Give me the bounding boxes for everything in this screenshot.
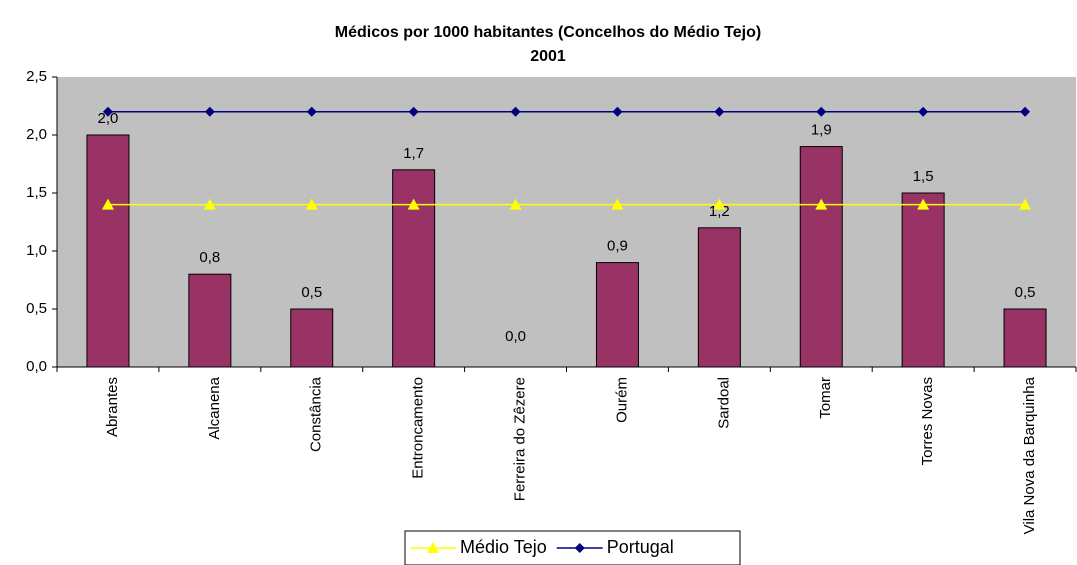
diamond-marker — [306, 106, 317, 117]
diamond-marker — [102, 106, 113, 117]
triangle-marker — [713, 198, 726, 210]
x-tick-label: Alcanena — [206, 376, 223, 439]
x-tick-label: Constância — [308, 376, 325, 452]
triangle-marker — [305, 198, 318, 210]
bar — [697, 227, 741, 368]
x-tick-label: Ferreira do Zêzere — [512, 377, 529, 501]
diamond-marker — [204, 106, 215, 117]
data-label: 0,9 — [607, 238, 628, 255]
triangle-marker — [1019, 198, 1032, 210]
diamond-marker — [1020, 106, 1031, 117]
triangle-marker — [611, 198, 624, 210]
bar — [1003, 308, 1047, 368]
bar — [595, 262, 639, 368]
chart-subtitle: 2001 — [530, 48, 566, 65]
triangle-marker — [815, 198, 828, 210]
bar — [799, 146, 843, 368]
triangle-marker — [917, 198, 930, 210]
diamond-marker — [408, 106, 419, 117]
data-label: 1,7 — [403, 145, 424, 162]
triangle-marker — [101, 198, 114, 210]
bar — [290, 308, 334, 368]
y-tick-label: 0,5 — [26, 300, 47, 317]
x-tick-label: Torres Novas — [919, 377, 936, 465]
data-label: 0,5 — [1015, 284, 1036, 301]
diamond-marker — [574, 543, 585, 553]
triangle-marker — [407, 198, 420, 210]
triangle-marker — [203, 198, 216, 210]
data-label: 2,0 — [98, 110, 119, 127]
y-tick-label: 2,5 — [26, 68, 47, 85]
y-tick-label: 0,0 — [26, 358, 47, 375]
y-tick-label: 2,0 — [26, 126, 47, 143]
data-label: 0,8 — [199, 249, 220, 266]
diamond-marker — [816, 106, 827, 117]
y-tick-label: 1,5 — [26, 184, 47, 201]
triangle-marker — [509, 198, 522, 210]
data-label: 0,0 — [505, 328, 526, 345]
data-label: 1,9 — [811, 122, 832, 139]
data-label: 0,5 — [301, 284, 322, 301]
data-label: 1,2 — [709, 203, 730, 220]
legend-label: Portugal — [607, 537, 674, 557]
diamond-marker — [714, 106, 725, 117]
diamond-marker — [612, 106, 623, 117]
bar — [901, 192, 945, 368]
x-tick-label: Abrantes — [104, 377, 121, 437]
x-tick-label: Entroncamento — [410, 377, 427, 479]
chart-title: Médicos por 1000 habitantes (Concelhos d… — [335, 24, 761, 41]
x-tick-label: Vila Nova da Barquinha — [1021, 376, 1038, 534]
triangle-marker — [427, 542, 439, 553]
x-tick-label: Tomar — [817, 377, 834, 419]
x-tick-label: Ourém — [613, 377, 630, 423]
x-tick-label: Sardoal — [715, 377, 732, 429]
diamond-marker — [510, 106, 521, 117]
data-label: 1,5 — [913, 168, 934, 185]
y-tick-label: 1,0 — [26, 242, 47, 259]
diamond-marker — [918, 106, 929, 117]
legend-label: Médio Tejo — [460, 537, 547, 557]
bar — [188, 273, 232, 368]
bar — [86, 134, 130, 368]
